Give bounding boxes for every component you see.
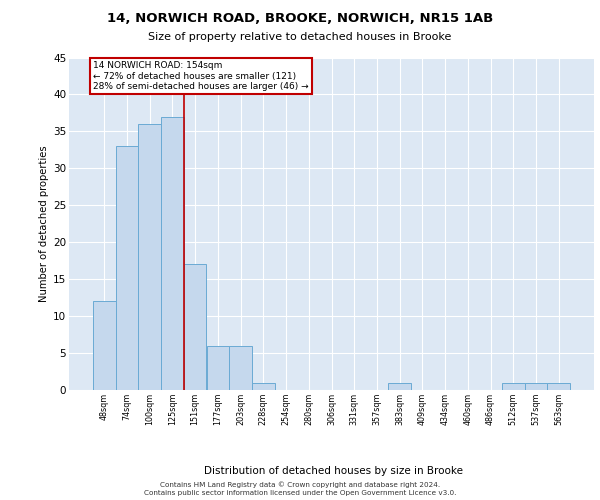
Bar: [116, 146, 139, 390]
Bar: [229, 346, 252, 390]
Bar: [502, 382, 524, 390]
Text: Distribution of detached houses by size in Brooke: Distribution of detached houses by size …: [203, 466, 463, 476]
Bar: [206, 346, 229, 390]
Bar: [93, 302, 116, 390]
Text: 14 NORWICH ROAD: 154sqm
← 72% of detached houses are smaller (121)
28% of semi-d: 14 NORWICH ROAD: 154sqm ← 72% of detache…: [93, 61, 308, 91]
Text: 14, NORWICH ROAD, BROOKE, NORWICH, NR15 1AB: 14, NORWICH ROAD, BROOKE, NORWICH, NR15 …: [107, 12, 493, 26]
Bar: [252, 382, 275, 390]
Y-axis label: Number of detached properties: Number of detached properties: [39, 146, 49, 302]
Bar: [184, 264, 206, 390]
Text: Contains HM Land Registry data © Crown copyright and database right 2024.
Contai: Contains HM Land Registry data © Crown c…: [144, 481, 456, 496]
Bar: [388, 382, 411, 390]
Bar: [161, 116, 184, 390]
Bar: [139, 124, 161, 390]
Bar: [547, 382, 570, 390]
Bar: [524, 382, 547, 390]
Text: Size of property relative to detached houses in Brooke: Size of property relative to detached ho…: [148, 32, 452, 42]
